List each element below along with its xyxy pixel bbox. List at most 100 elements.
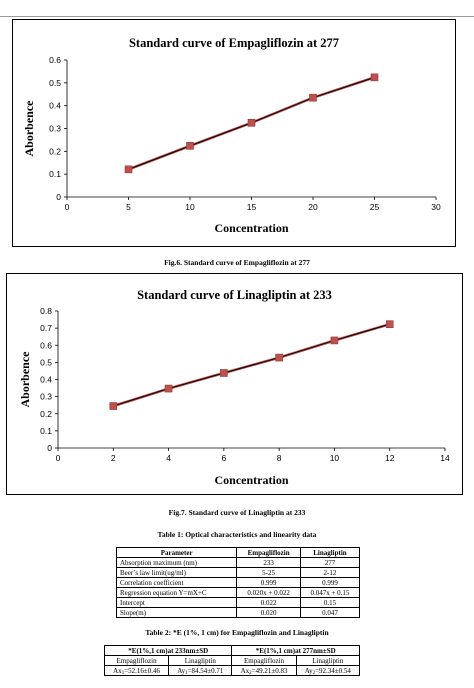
y-tick-label: 0.3	[49, 124, 61, 134]
x-tick-label: 4	[166, 453, 171, 463]
chart-title: Standard curve of Empagliflozin at 277	[129, 36, 339, 50]
x-axis-label: Concentration	[215, 473, 289, 487]
table-2-caption: Table 2: *E (1%, 1 cm) for Empagliflozin…	[145, 628, 329, 637]
table-cell: Absorption maximum (nm)	[115, 557, 238, 568]
table-group-header-row: *E(1%,1 cm)at 233nm±SD *E(1%,1 cm)at 277…	[103, 645, 360, 656]
y-tick-label: 0.6	[40, 340, 52, 350]
x-axis-label: Concentration	[215, 221, 289, 235]
y-tick-label: 0.5	[40, 357, 52, 367]
header-cell: Empagliflozin	[236, 547, 301, 558]
table-cell: Correlation coefficient	[115, 577, 238, 588]
table-cell: 277	[299, 557, 361, 568]
table-row: Correlation coefficient 0.999 0.999	[115, 577, 361, 588]
data-point-marker	[330, 336, 339, 345]
value-text: =84.54±0.71	[187, 666, 224, 675]
table-1-caption: Table 1: Optical characteristics and lin…	[157, 530, 317, 539]
table-cell: 0.15	[299, 597, 361, 608]
y-tick-label: 0	[47, 443, 52, 453]
figure-7-chart: Standard curve of Linagliptin at 233 0 0.1…	[6, 273, 463, 495]
table-cell: 0.047x + 0.15	[299, 587, 361, 598]
x-tick-label: 25	[370, 202, 380, 212]
table-cell: 0.020	[236, 607, 301, 618]
table-row: Ax1=52.16±0.46 Ay1=84.54±0.71 Ax2=49.21±…	[103, 665, 361, 676]
y-tick-label: 0.1	[49, 169, 61, 179]
x-tick-label: 0	[65, 202, 70, 212]
data-point-marker	[370, 73, 379, 82]
table-cell: 5-25	[236, 567, 301, 578]
header-cell: Parameter	[115, 547, 238, 558]
table-cell: Beer’s law limit(ug/ml)	[115, 567, 238, 578]
y-tick-label: 0.6	[49, 55, 61, 65]
y-tick-label: 0.8	[40, 306, 52, 316]
figure-7-caption: Fig.7. Standard curve of Linagliptin at …	[168, 508, 306, 517]
x-tick-label: 12	[385, 453, 395, 463]
figure-6-caption: Fig.6. Standard curve of Empagliflozin a…	[164, 258, 310, 267]
x-tick-label: 14	[440, 453, 450, 463]
y-tick-label: 0.2	[40, 409, 52, 419]
value-text: =49.21±0.83	[251, 666, 288, 675]
absorptivity-table: *E(1%,1 cm)at 233nm±SD *E(1%,1 cm)at 277…	[103, 645, 361, 676]
value-subscript: 2	[312, 670, 316, 676]
data-point-marker	[220, 369, 228, 377]
data-point-marker	[164, 384, 173, 393]
data-point-marker	[186, 142, 194, 150]
x-tick-label: 20	[308, 202, 318, 212]
value-prefix: Ay	[177, 666, 186, 675]
x-tick-label: 15	[247, 202, 257, 212]
value-prefix: Ax	[240, 666, 250, 675]
data-point-marker	[109, 402, 118, 410]
table-row: Intercept 0.022 0.15	[115, 597, 361, 608]
value-text: =52.16±0.46	[124, 666, 160, 675]
x-tick-label: 10	[185, 202, 195, 212]
table-cell: 0.022	[236, 597, 301, 608]
table-row: Beer’s law limit(ug/ml) 5-25 2-12	[115, 567, 361, 578]
series-line	[113, 323, 390, 407]
value-text: =92.34±0.54	[315, 666, 351, 675]
value-cell: Ay2=92.34±0.54	[295, 665, 361, 676]
value-prefix: Ax	[113, 666, 122, 675]
value-cell: Ax2=49.21±0.83	[231, 665, 297, 676]
figure-7-plot: Standard curve of Linagliptin at 233 0 0.1…	[18, 288, 450, 487]
table-sub-header-row: Empagliflozin Linagliptin Empagliflozin …	[103, 655, 361, 666]
data-point-marker	[385, 320, 394, 328]
y-tick-label: 0.5	[49, 78, 61, 88]
x-tick-label: 30	[431, 202, 441, 212]
table-cell: Intercept	[115, 597, 238, 608]
sub-header-cell: Linagliptin	[168, 655, 233, 666]
value-prefix: Ay	[304, 666, 313, 675]
data-point-marker	[275, 353, 283, 362]
value-subscript: 2	[249, 670, 252, 676]
data-point-marker	[124, 165, 133, 174]
header-cell: Linagliptin	[299, 547, 361, 558]
table-header-row: Parameter Empagliflozin Linagliptin	[115, 547, 361, 558]
optical-characteristics-table: Parameter Empagliflozin Linagliptin Abso…	[115, 547, 361, 618]
table-cell: 2-12	[299, 567, 361, 578]
figure-6-chart: Standard curve of Empagliflozin at 277 0 0…	[12, 19, 456, 247]
x-tick-label: 10	[330, 453, 340, 463]
group-header-cell: *E(1%,1 cm)at 233nm±SD	[103, 645, 233, 656]
value-cell: Ay1=84.54±0.71	[168, 665, 233, 676]
sub-header-cell: Linagliptin	[295, 655, 361, 666]
table-row: Absorption maximum (nm) 233 277	[115, 557, 361, 568]
table-row: Slope(m) 0.020 0.047	[115, 607, 361, 618]
sub-header-cell: Empagliflozin	[231, 655, 297, 666]
page-top-rule	[0, 16, 474, 17]
table-cell: 0.020x + 0.022	[236, 587, 301, 598]
y-axis-label: Aborbence	[18, 351, 32, 408]
sub-header-cell: Empagliflozin	[103, 655, 170, 666]
data-point-marker	[309, 93, 317, 102]
x-tick-label: 8	[277, 453, 282, 463]
x-tick-label: 2	[111, 453, 116, 463]
data-point-marker	[247, 118, 256, 127]
y-tick-label: 0.1	[40, 426, 52, 436]
chart-title: Standard curve of Linagliptin at 233	[137, 288, 332, 302]
y-axis-label: Aborbence	[22, 100, 36, 157]
x-tick-label: 0	[56, 453, 61, 463]
table-cell: 0.999	[299, 577, 361, 588]
y-tick-label: 0.7	[40, 323, 52, 333]
y-tick-label: 0.2	[49, 146, 61, 156]
y-tick-label: 0.4	[40, 375, 52, 385]
y-tick-label: 0.4	[49, 101, 61, 111]
y-tick-label: 0	[56, 192, 61, 202]
figure-6-plot: Standard curve of Empagliflozin at 27700…	[22, 36, 441, 235]
